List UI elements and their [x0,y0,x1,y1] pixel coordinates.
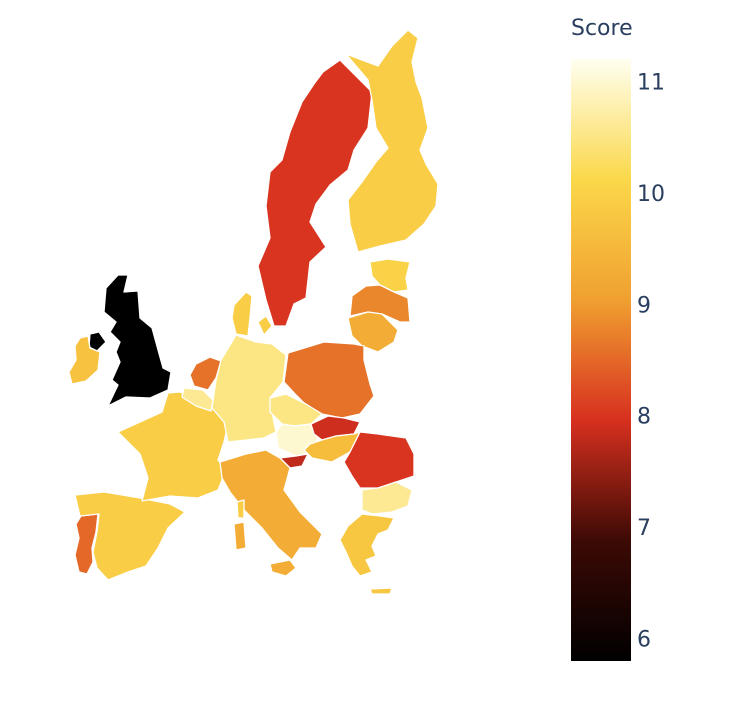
europe-map [68,29,439,595]
region-spain[interactable] [74,491,186,581]
region-lithuania[interactable] [347,311,399,353]
region-greece[interactable] [339,513,395,577]
colorbar-tick-label: 8 [637,405,651,430]
region-poland[interactable] [283,341,375,419]
region-united-kingdom[interactable] [103,274,172,407]
region-estonia[interactable] [369,258,411,293]
region-netherlands[interactable] [189,356,222,391]
region-bulgaria[interactable] [361,481,413,515]
region-denmark-zealand[interactable] [257,315,273,336]
colorbar: Score 6 7 8 9 10 11 [571,16,665,661]
colorbar-ticks: 6 7 8 9 10 11 [637,70,665,652]
region-crete[interactable] [369,587,393,595]
region-ireland[interactable] [68,335,101,385]
region-sweden[interactable] [257,59,373,327]
colorbar-tick-label: 10 [637,182,665,207]
region-portugal[interactable] [74,513,99,575]
colorbar-tick-label: 7 [637,516,651,541]
region-denmark[interactable] [231,291,253,337]
region-sardinia[interactable] [233,521,247,551]
colorbar-tick-label: 11 [637,70,665,95]
region-corsica[interactable] [236,499,245,519]
region-germany[interactable] [211,334,287,443]
region-belgium[interactable] [181,387,214,412]
colorbar-gradient [571,59,631,661]
colorbar-title: Score [571,16,633,41]
colorbar-tick-label: 9 [637,293,651,318]
colorbar-tick-label: 6 [637,628,651,653]
region-sicily[interactable] [269,559,297,577]
region-finland[interactable] [345,29,439,253]
